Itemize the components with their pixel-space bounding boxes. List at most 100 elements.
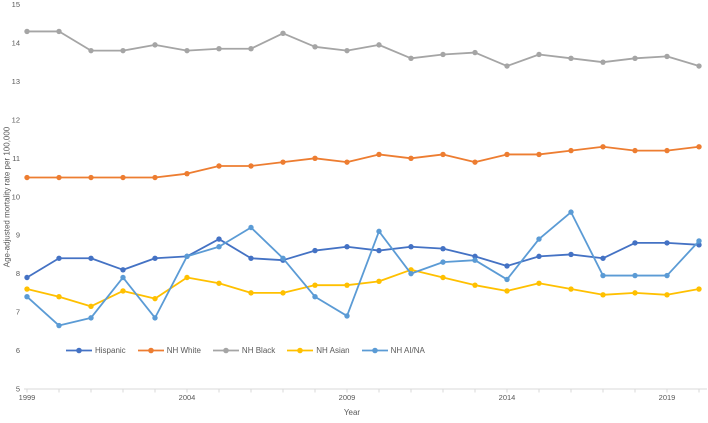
- data-point-marker: [152, 295, 158, 302]
- legend-item-nh-ai-na: NH AI/NA: [361, 346, 425, 355]
- legend-marker-dot: [76, 347, 82, 354]
- y-tick-label: 15: [12, 0, 20, 9]
- series-nh-black: [24, 28, 702, 69]
- y-axis-title: Age-adjusted mortality rate per 100,000: [2, 126, 12, 268]
- data-point-marker: [120, 267, 126, 273]
- legend-marker-icon: [287, 347, 314, 354]
- data-point-marker: [216, 163, 222, 169]
- data-point-marker: [88, 315, 94, 321]
- legend-item-nh-asian: NH Asian: [287, 346, 350, 355]
- y-tick-label: 12: [12, 115, 20, 124]
- data-point-marker: [568, 55, 574, 62]
- data-point-marker: [600, 292, 606, 298]
- data-point-marker: [120, 288, 126, 294]
- legend-marker-dot: [147, 347, 154, 354]
- data-point-marker: [344, 244, 350, 250]
- data-point-marker: [504, 151, 510, 158]
- data-point-marker: [632, 240, 638, 246]
- data-point-marker: [664, 53, 670, 60]
- data-point-marker: [280, 159, 286, 165]
- data-point-marker: [440, 259, 446, 265]
- data-point-marker: [472, 159, 478, 165]
- legend-marker-dot: [223, 347, 229, 354]
- x-tick-label: 2009: [339, 393, 356, 402]
- data-point-marker: [408, 55, 414, 62]
- data-point-marker: [568, 286, 574, 292]
- series-nh-asian: [24, 267, 702, 310]
- data-point-marker: [344, 159, 350, 165]
- data-point-marker: [312, 44, 318, 50]
- data-point-marker: [696, 238, 702, 244]
- data-point-marker: [152, 42, 158, 48]
- series-line-nh-white: [27, 145, 700, 179]
- data-point-marker: [184, 47, 190, 54]
- data-point-marker: [504, 263, 510, 269]
- y-tick-label: 7: [16, 308, 20, 317]
- data-point-marker: [536, 51, 542, 58]
- legend-label: NH Black: [241, 346, 276, 355]
- data-point-marker: [312, 247, 318, 254]
- data-point-marker: [440, 245, 446, 252]
- data-point-marker: [120, 47, 126, 54]
- series-line-nh-black: [27, 30, 700, 67]
- legend-marker-dot: [297, 347, 304, 354]
- y-tick-label: 8: [16, 269, 20, 278]
- data-point-marker: [472, 253, 478, 260]
- data-point-marker: [376, 228, 382, 235]
- data-point-marker: [184, 274, 190, 281]
- data-point-marker: [216, 244, 222, 250]
- data-point-marker: [504, 63, 510, 69]
- data-point-marker: [56, 294, 62, 300]
- data-point-marker: [408, 155, 414, 161]
- data-point-marker: [248, 290, 254, 296]
- data-point-marker: [344, 47, 350, 54]
- data-point-marker: [664, 292, 670, 298]
- data-point-marker: [376, 278, 382, 285]
- data-point-marker: [376, 42, 382, 48]
- data-point-marker: [408, 270, 414, 277]
- y-tick-label: 6: [16, 346, 20, 355]
- data-point-marker: [504, 276, 510, 283]
- legend-label: Hispanic: [95, 346, 126, 355]
- data-point-marker: [184, 170, 190, 177]
- data-point-marker: [536, 151, 542, 158]
- data-point-marker: [344, 282, 350, 288]
- data-point-marker: [408, 244, 414, 250]
- data-point-marker: [280, 30, 286, 37]
- data-point-marker: [88, 174, 94, 181]
- data-point-marker: [248, 46, 254, 52]
- legend-label: NH White: [166, 346, 201, 355]
- data-point-marker: [664, 272, 670, 279]
- data-point-marker: [280, 290, 286, 296]
- data-point-marker: [88, 255, 94, 261]
- data-point-marker: [24, 28, 30, 35]
- data-point-marker: [536, 253, 542, 260]
- data-point-marker: [152, 174, 158, 181]
- x-tick-label: 2004: [179, 393, 196, 402]
- data-point-marker: [248, 163, 254, 169]
- y-tick-label: 9: [16, 231, 20, 240]
- data-point-marker: [696, 63, 702, 69]
- data-point-marker: [312, 155, 318, 161]
- data-point-marker: [568, 147, 574, 154]
- data-point-marker: [88, 47, 94, 54]
- data-point-marker: [56, 28, 62, 35]
- series-line-nh-ai-na: [26, 211, 700, 327]
- data-point-marker: [248, 224, 254, 231]
- data-point-marker: [88, 303, 94, 310]
- legend-marker-icon: [137, 347, 164, 354]
- data-point-marker: [56, 255, 62, 261]
- data-point-marker: [56, 322, 62, 329]
- chart-legend: Hispanic NH White NH Black NH Asian NH AI/NA: [66, 346, 425, 355]
- data-point-marker: [216, 46, 222, 52]
- legend-marker-dot: [371, 347, 378, 354]
- x-tick-label: 2019: [659, 393, 676, 402]
- legend-marker-icon: [361, 347, 388, 354]
- data-point-marker: [600, 59, 606, 65]
- data-point-marker: [120, 274, 126, 281]
- series-nh-white: [24, 144, 702, 181]
- data-point-marker: [312, 294, 318, 300]
- legend-label: NH AI/NA: [390, 346, 425, 355]
